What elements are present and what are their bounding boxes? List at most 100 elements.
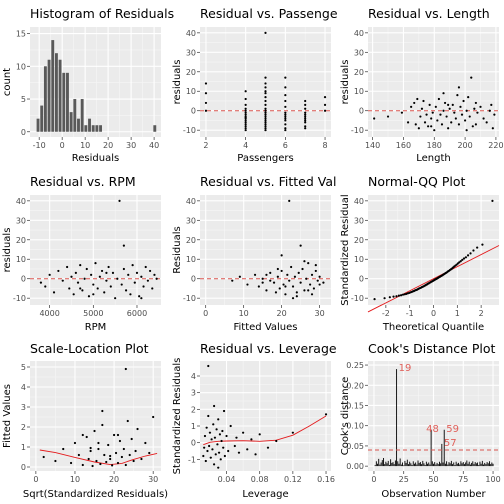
data-point (250, 438, 253, 441)
scale-location-panel: Scale-Location Plot 0 10 20 30 0 1 2 3 4 5 Sqrt(Sta… (2, 341, 168, 500)
data-point (207, 414, 210, 418)
data-point (437, 97, 440, 101)
data-point (471, 125, 474, 128)
data-point (305, 277, 308, 280)
data-point (422, 99, 425, 103)
data-point (476, 111, 479, 114)
x-tick-label: 0 (371, 475, 376, 484)
data-point (116, 433, 120, 437)
data-point (44, 285, 47, 288)
data-point (244, 111, 247, 114)
data-point (488, 109, 491, 112)
qq-point (395, 295, 398, 298)
chart-title: Histogram of Residuals (30, 6, 174, 21)
data-point (105, 460, 108, 464)
y-tick-label: 0.05 (346, 442, 364, 451)
x-tick-label: 40 (149, 141, 159, 150)
data-point (109, 454, 112, 458)
y-tick-label: 0 (359, 275, 364, 284)
data-point (227, 449, 230, 453)
data-point (69, 461, 73, 465)
data-point (74, 271, 77, 274)
data-point (465, 129, 468, 132)
y-tick-label: 40 (354, 29, 364, 38)
data-point (322, 281, 325, 284)
data-point (205, 426, 208, 429)
data-point (97, 441, 100, 445)
data-point (284, 129, 287, 132)
x-tick-label: 100 (485, 475, 500, 484)
data-point (204, 101, 208, 105)
data-point (264, 127, 267, 130)
data-point (105, 279, 108, 282)
y-tick-label: 5 (21, 363, 26, 372)
x-tick-label: 160 (396, 141, 411, 150)
data-point (101, 423, 104, 427)
data-point (264, 82, 267, 85)
y-tick-label: 20 (354, 68, 364, 77)
data-point (304, 127, 307, 130)
x-tick-label: 8 (322, 141, 327, 150)
y-tick-label: 0 (191, 275, 196, 284)
data-point (87, 295, 91, 298)
data-point (318, 283, 321, 286)
qq-point (397, 294, 401, 297)
data-point (264, 95, 267, 99)
data-point (413, 101, 416, 105)
data-point (265, 273, 268, 276)
data-point (473, 107, 476, 110)
data-point (81, 463, 84, 467)
data-point (290, 265, 293, 269)
data-point (120, 283, 123, 286)
data-point (89, 446, 92, 450)
y-tick-label: 0.15 (346, 401, 364, 410)
data-point (118, 199, 121, 202)
data-point (288, 279, 291, 282)
data-point (204, 459, 207, 463)
data-point (97, 447, 100, 451)
data-point (81, 433, 84, 437)
data-point (122, 267, 125, 271)
data-point (134, 449, 137, 453)
histogram-panel: Histogram of Residuals -10 0 10 20 30 40 0 5 10 15… (2, 6, 174, 164)
data-point (133, 281, 136, 284)
x-axis-label: Fitted Values (234, 322, 298, 333)
data-point (244, 125, 247, 128)
data-point (79, 263, 82, 267)
data-point (284, 94, 287, 97)
data-point (462, 99, 465, 103)
y-tick-label: 4 (191, 372, 196, 381)
y-tick-label: 30 (186, 216, 196, 225)
data-point (304, 121, 307, 124)
data-point (295, 295, 298, 298)
data-point (244, 109, 247, 112)
data-point (152, 415, 155, 419)
data-point (278, 287, 281, 290)
data-point (465, 109, 468, 112)
data-point (419, 115, 422, 118)
data-point (91, 464, 94, 468)
data-point (233, 444, 236, 448)
data-point (107, 443, 110, 447)
data-point (202, 454, 205, 458)
x-tick-label: 6000 (127, 309, 147, 318)
data-point (264, 117, 267, 120)
y-tick-label: 10 (16, 62, 26, 71)
data-point (218, 433, 221, 436)
qq-point (481, 243, 484, 246)
data-point (114, 451, 118, 455)
data-point (447, 103, 450, 106)
data-point (87, 457, 90, 461)
data-point (257, 285, 260, 288)
data-point (274, 291, 278, 294)
x-tick-label: 180 (427, 141, 442, 150)
data-point (284, 117, 287, 120)
x-axis-label: Residuals (72, 153, 119, 164)
x-tick-label: 30 (315, 309, 325, 318)
x-tick-label: 4000 (39, 309, 59, 318)
qq-point (476, 246, 479, 249)
data-point (209, 456, 212, 459)
y-tick-label: 0 (359, 107, 364, 116)
y-tick-label: 40 (186, 197, 196, 206)
y-tick-label: 3 (21, 403, 26, 412)
